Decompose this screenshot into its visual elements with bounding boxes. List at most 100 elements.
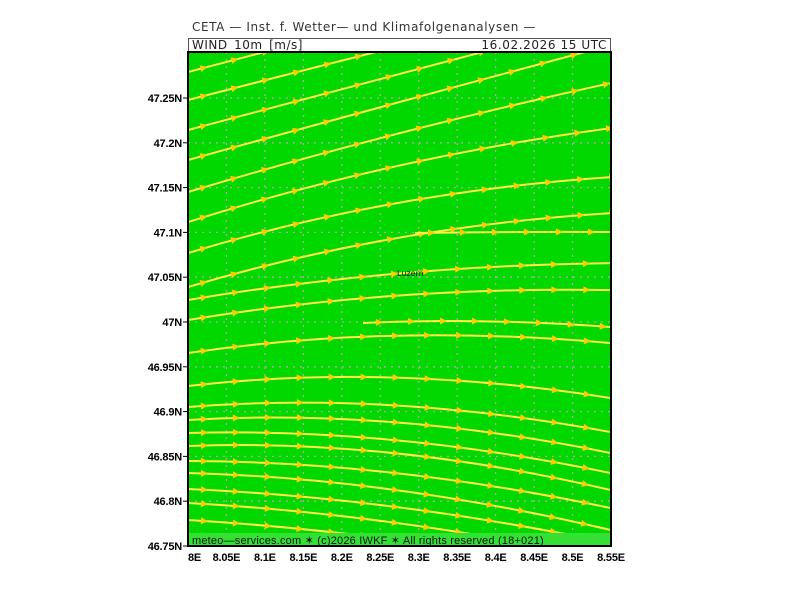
wind-arrow-icon bbox=[199, 93, 208, 101]
wind-arrow-icon bbox=[424, 453, 432, 461]
wind-arrow-icon bbox=[292, 221, 301, 229]
datetime-label: 16.02.2026 15 UTC bbox=[481, 38, 607, 52]
wind-arrow-icon bbox=[231, 289, 240, 297]
wind-arrow-icon bbox=[232, 378, 240, 386]
y-axis: 47.25N 47.2N 47.15N 47.1N 47.05N 47N 46.95N 46.… bbox=[148, 93, 188, 553]
wind-arrow-icon bbox=[230, 85, 239, 93]
wind-arrow-icon bbox=[199, 245, 208, 253]
wind-arrow-icon bbox=[292, 69, 301, 77]
wind-arrow-icon bbox=[359, 273, 367, 281]
y-tick-label: 47.25N bbox=[148, 93, 183, 105]
wind-arrow-icon bbox=[416, 158, 424, 166]
y-tick-label: 47N bbox=[162, 317, 182, 329]
wind-arrow-icon bbox=[261, 228, 269, 236]
wind-arrow-icon bbox=[261, 263, 270, 271]
wind-arrow-icon bbox=[200, 415, 208, 423]
wind-arrow-icon bbox=[423, 507, 431, 515]
wind-arrow-icon bbox=[327, 298, 335, 305]
wind-arrow-icon bbox=[296, 525, 304, 533]
wind-arrow-icon bbox=[327, 277, 335, 284]
wind-arrow-icon bbox=[392, 418, 400, 426]
wind-arrow-icon bbox=[508, 68, 517, 76]
wind-arrow-icon bbox=[550, 575, 558, 583]
wind-arrow-icon bbox=[199, 184, 208, 192]
wind-arrow-icon bbox=[417, 7, 426, 16]
x-tick-label: 8.05E bbox=[213, 552, 241, 564]
wind-arrow-icon bbox=[613, 470, 621, 478]
wind-arrow-icon bbox=[264, 441, 272, 449]
wind-arrow-icon bbox=[551, 386, 560, 394]
wind-arrow-icon bbox=[232, 487, 240, 495]
wind-arrow-icon bbox=[513, 217, 521, 225]
wind-arrow-icon bbox=[292, 98, 301, 106]
wind-arrow-icon bbox=[199, 123, 208, 131]
y-tick-label: 46.95N bbox=[148, 362, 183, 374]
wind-arrow-icon bbox=[355, 242, 363, 250]
wind-arrow-icon bbox=[200, 314, 208, 322]
wind-arrow-icon bbox=[324, 31, 333, 40]
wind-arrow-icon bbox=[481, 221, 490, 229]
wind-arrow-icon bbox=[291, 158, 300, 166]
x-tick-label: 8.5E bbox=[562, 552, 584, 564]
wind-arrow-icon bbox=[487, 287, 495, 295]
wind-arrow-icon bbox=[386, 15, 395, 24]
wind-arrow-icon bbox=[615, 259, 622, 266]
wind-arrow-icon bbox=[355, 207, 363, 215]
wind-arrow-icon bbox=[519, 333, 528, 341]
wind-arrow-icon bbox=[577, 176, 585, 184]
wind-arrow-icon bbox=[232, 502, 240, 510]
wind-arrow-icon bbox=[230, 57, 239, 64]
wind-arrow-icon bbox=[232, 471, 240, 479]
streamline bbox=[188, 262, 611, 301]
wind-arrow-icon bbox=[391, 503, 400, 510]
wind-arrow-icon bbox=[519, 382, 528, 390]
wind-arrow-icon bbox=[582, 260, 590, 268]
wind-arrow-icon bbox=[577, 211, 585, 219]
wind-arrow-icon bbox=[360, 373, 368, 381]
wind-arrow-icon bbox=[199, 153, 208, 160]
wind-arrow-icon bbox=[571, 88, 579, 96]
wind-arrow-icon bbox=[391, 486, 400, 494]
wind-arrow-icon bbox=[291, 188, 300, 195]
wind-arrow-icon bbox=[322, 180, 331, 187]
wind-arrow-icon bbox=[323, 61, 332, 69]
wind-arrow-icon bbox=[456, 331, 464, 339]
wind-arrow-icon bbox=[261, 106, 270, 114]
wind-arrow-icon bbox=[200, 486, 208, 494]
wind-arrow-icon bbox=[328, 431, 336, 439]
wind-arrow-icon bbox=[422, 267, 431, 275]
wind-arrow-icon bbox=[455, 288, 463, 296]
wind-arrow-icon bbox=[581, 581, 589, 589]
wind-arrow-icon bbox=[392, 436, 400, 444]
wind-arrow-icon bbox=[541, 5, 549, 13]
wind-arrow-icon bbox=[323, 119, 331, 126]
wind-arrow-icon bbox=[385, 165, 393, 172]
wind-arrow-icon bbox=[260, 167, 269, 174]
wind-arrow-icon bbox=[612, 527, 620, 535]
wind-arrow-icon bbox=[232, 458, 240, 466]
wind-arrow-icon bbox=[518, 570, 526, 578]
wind-arrow-icon bbox=[418, 195, 426, 203]
wind-arrow-icon bbox=[448, 0, 457, 8]
wind-arrow-icon bbox=[550, 492, 558, 500]
wind-arrow-icon bbox=[481, 186, 489, 194]
wind-arrow-icon bbox=[230, 175, 238, 183]
wind-arrow-icon bbox=[602, 15, 611, 24]
streamline bbox=[188, 401, 611, 434]
wind-arrow-icon bbox=[261, 136, 269, 143]
streamlines bbox=[188, 0, 622, 589]
wind-arrow-icon bbox=[567, 320, 575, 328]
wind-arrow-icon bbox=[293, 39, 302, 48]
wind-arrow-icon bbox=[518, 522, 526, 529]
wind-arrow-icon bbox=[599, 322, 607, 330]
wind-arrow-icon bbox=[200, 469, 208, 477]
wind-arrow-icon bbox=[450, 226, 458, 233]
grid-lines bbox=[188, 52, 611, 546]
wind-arrow-icon bbox=[519, 286, 527, 294]
wind-arrow-icon bbox=[264, 375, 272, 383]
wind-arrow-icon bbox=[583, 337, 591, 345]
x-tick-label: 8.45E bbox=[520, 552, 548, 564]
wind-arrow-icon bbox=[230, 237, 238, 244]
wind-arrow-icon bbox=[487, 481, 495, 489]
